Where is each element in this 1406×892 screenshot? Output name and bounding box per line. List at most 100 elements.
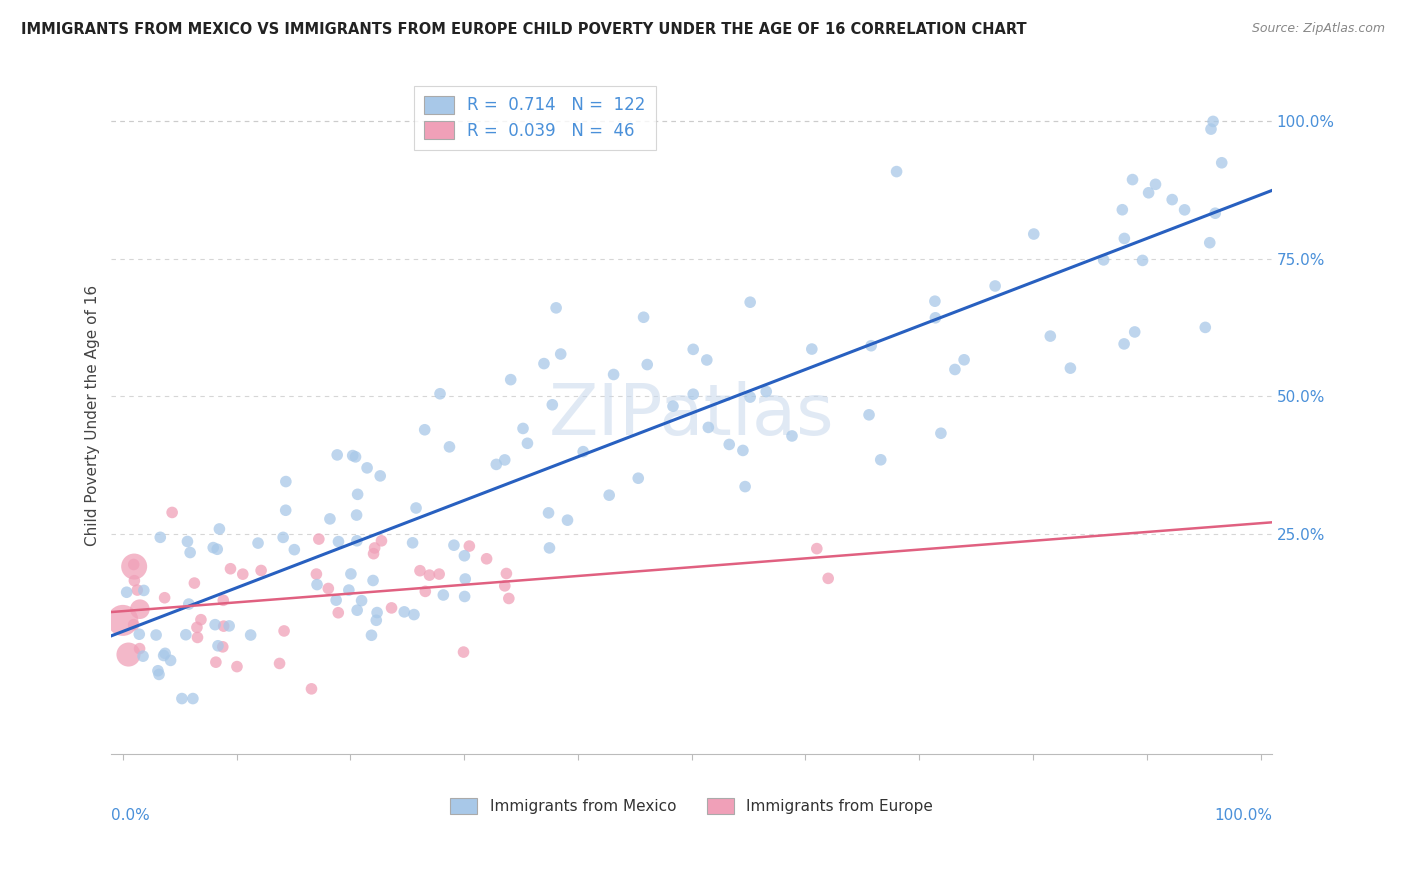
Point	[402, 607, 425, 622]
Point	[1144, 178, 1167, 192]
Point	[1022, 227, 1045, 241]
Y-axis label: Child Poverty Under the Age of 16: Child Poverty Under the Age of 16	[86, 285, 100, 546]
Point	[800, 342, 823, 356]
Point	[128, 641, 150, 656]
Point	[537, 506, 560, 520]
Point	[274, 503, 297, 517]
Point	[401, 536, 423, 550]
Point	[662, 399, 685, 413]
Point	[337, 583, 360, 598]
Point	[170, 691, 193, 706]
Point	[340, 566, 363, 581]
Point	[132, 649, 155, 664]
Point	[344, 450, 367, 464]
Point	[1039, 329, 1062, 343]
Point	[346, 487, 368, 501]
Point	[409, 564, 432, 578]
Point	[350, 593, 373, 607]
Point	[924, 294, 946, 309]
Point	[485, 458, 508, 472]
Point	[176, 534, 198, 549]
Point	[380, 601, 402, 615]
Point	[740, 390, 762, 404]
Point	[160, 505, 183, 519]
Point	[124, 574, 146, 588]
Point	[122, 559, 145, 574]
Point	[1092, 252, 1115, 267]
Point	[427, 567, 450, 582]
Point	[283, 542, 305, 557]
Point	[370, 533, 392, 548]
Point	[405, 501, 427, 516]
Point	[273, 624, 295, 638]
Point	[128, 627, 150, 641]
Point	[177, 597, 200, 611]
Point	[453, 645, 475, 659]
Point	[1202, 114, 1225, 128]
Point	[755, 384, 778, 399]
Point	[1161, 193, 1184, 207]
Point	[633, 310, 655, 325]
Point	[494, 579, 516, 593]
Legend: Immigrants from Mexico, Immigrants from Europe: Immigrants from Mexico, Immigrants from …	[444, 791, 939, 821]
Point	[179, 545, 201, 559]
Point	[186, 631, 208, 645]
Point	[1059, 361, 1081, 376]
Text: Source: ZipAtlas.com: Source: ZipAtlas.com	[1251, 22, 1385, 36]
Point	[494, 453, 516, 467]
Point	[132, 583, 155, 598]
Point	[346, 603, 368, 617]
Point	[697, 420, 720, 434]
Point	[128, 602, 150, 616]
Point	[718, 437, 741, 451]
Point	[368, 469, 391, 483]
Point	[159, 653, 181, 667]
Point	[806, 541, 828, 556]
Point	[204, 617, 226, 632]
Point	[269, 657, 291, 671]
Point	[318, 582, 340, 596]
Point	[929, 426, 952, 441]
Point	[232, 567, 254, 582]
Point	[117, 648, 139, 662]
Point	[432, 588, 454, 602]
Point	[858, 408, 880, 422]
Point	[512, 421, 534, 435]
Point	[538, 541, 561, 555]
Point	[550, 347, 572, 361]
Point	[453, 549, 475, 563]
Point	[458, 539, 481, 553]
Point	[682, 343, 704, 357]
Point	[115, 585, 138, 599]
Point	[869, 452, 891, 467]
Point	[111, 614, 134, 628]
Point	[363, 541, 385, 555]
Point	[207, 639, 229, 653]
Point	[346, 533, 368, 548]
Point	[328, 606, 350, 620]
Point	[780, 429, 803, 443]
Point	[366, 606, 388, 620]
Point	[886, 164, 908, 178]
Point	[205, 655, 228, 669]
Point	[953, 352, 976, 367]
Point	[598, 488, 620, 502]
Point	[247, 536, 270, 550]
Point	[208, 522, 231, 536]
Point	[418, 568, 440, 582]
Point	[342, 449, 364, 463]
Point	[190, 613, 212, 627]
Point	[326, 448, 349, 462]
Point	[817, 571, 839, 585]
Point	[546, 301, 568, 315]
Text: 0.0%: 0.0%	[111, 807, 150, 822]
Point	[499, 373, 522, 387]
Point	[145, 628, 167, 642]
Point	[1121, 172, 1143, 186]
Point	[363, 547, 385, 561]
Point	[153, 591, 176, 605]
Point	[572, 444, 595, 458]
Point	[924, 310, 946, 325]
Point	[271, 530, 294, 544]
Point	[454, 572, 477, 586]
